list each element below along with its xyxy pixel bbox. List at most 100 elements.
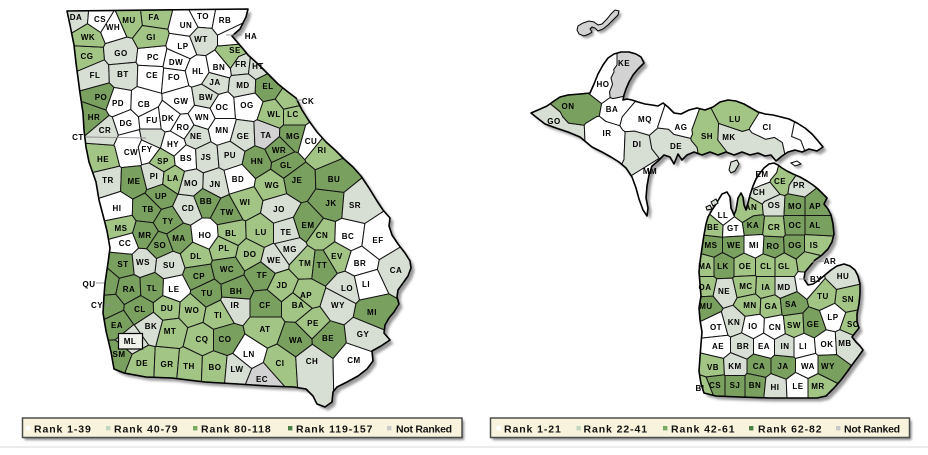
svg-text:ON: ON [562,102,575,111]
svg-text:BN: BN [749,381,762,390]
svg-text:LA: LA [167,174,179,183]
svg-text:DL: DL [190,252,202,261]
svg-text:CQ: CQ [196,335,209,344]
svg-text:VB: VB [707,363,719,372]
svg-text:MC: MC [739,282,752,291]
svg-text:FY: FY [141,145,152,154]
svg-text:OA: OA [699,283,712,292]
svg-text:MS: MS [115,224,128,233]
svg-text:BD: BD [232,175,245,184]
svg-text:WC: WC [220,265,234,274]
svg-text:RB: RB [219,16,232,25]
svg-text:CS: CS [709,381,721,390]
svg-text:RA: RA [123,285,136,294]
svg-text:GO: GO [114,49,127,58]
svg-text:JO: JO [273,205,285,214]
svg-text:HT: HT [252,62,264,71]
svg-text:BH: BH [230,287,243,296]
svg-text:EV: EV [331,252,343,261]
svg-text:PD: PD [112,99,124,108]
svg-text:PI: PI [150,172,159,181]
svg-text:MG: MG [286,132,300,141]
svg-text:MA: MA [172,234,185,243]
svg-text:CI: CI [276,359,285,368]
svg-text:KA: KA [747,221,760,230]
svg-text:CW: CW [124,148,138,157]
svg-text:HO: HO [597,80,610,89]
svg-text:RO: RO [177,123,190,132]
svg-text:TU: TU [201,289,213,298]
svg-text:BC: BC [342,232,355,241]
svg-text:PR: PR [793,181,805,190]
svg-text:FR: FR [235,60,247,69]
svg-text:LI: LI [362,280,370,289]
svg-text:EM: EM [756,170,769,179]
svg-text:TI: TI [214,311,222,320]
svg-text:DE: DE [136,359,148,368]
svg-text:BN: BN [213,63,226,72]
svg-text:WA: WA [801,362,815,371]
svg-text:GT: GT [727,224,739,233]
svg-text:CI: CI [763,123,772,132]
svg-text:DO: DO [244,250,257,259]
svg-text:CM: CM [347,356,360,365]
svg-text:WI: WI [240,198,251,207]
svg-text:AE: AE [712,342,724,351]
svg-text:BK: BK [145,322,158,331]
svg-text:WL: WL [267,110,280,119]
svg-text:CA: CA [753,362,766,371]
svg-text:TH: TH [183,362,195,371]
svg-text:CL: CL [760,262,772,271]
svg-text:GR: GR [161,360,174,369]
svg-text:TE: TE [280,228,291,237]
svg-text:CF: CF [259,301,271,310]
svg-text:NE: NE [718,287,730,296]
svg-text:TL: TL [147,284,158,293]
svg-text:OC: OC [216,103,229,112]
svg-text:OC: OC [789,221,802,230]
svg-text:MB: MB [838,339,851,348]
svg-text:EC: EC [256,375,268,384]
svg-text:SU: SU [163,261,175,270]
svg-text:LE: LE [792,382,803,391]
svg-text:Not Ranked: Not Ranked [396,424,452,436]
svg-text:IR: IR [603,129,612,138]
svg-text:HL: HL [192,67,204,76]
svg-text:WT: WT [194,35,207,44]
svg-text:CN: CN [769,323,782,332]
svg-text:LL: LL [718,211,729,220]
svg-text:MO: MO [184,179,198,188]
svg-text:SM: SM [113,350,126,359]
svg-text:EA: EA [758,342,770,351]
svg-text:CT: CT [72,133,84,142]
svg-text:LK: LK [717,262,729,271]
svg-text:UN: UN [180,21,193,30]
svg-text:OE: OE [739,262,752,271]
svg-text:CE: CE [146,71,158,80]
svg-text:BE: BE [322,334,334,343]
svg-text:OK: OK [821,340,834,349]
svg-text:LU: LU [729,115,741,124]
svg-text:GI: GI [146,33,155,42]
svg-text:AG: AG [675,123,688,132]
svg-text:IS: IS [810,241,819,250]
svg-text:GO: GO [547,117,560,126]
svg-text:BL: BL [225,229,237,238]
svg-text:JA: JA [777,362,788,371]
svg-text:WE: WE [727,241,741,250]
svg-text:ML: ML [124,337,137,346]
svg-text:Rank 80-118: Rank 80-118 [201,424,272,436]
svg-text:DE: DE [670,142,682,151]
svg-text:TT: TT [317,261,328,270]
svg-text:IR: IR [231,301,240,310]
svg-text:CY: CY [91,301,103,310]
svg-text:WY: WY [821,362,835,371]
svg-text:Rank 1-39: Rank 1-39 [34,424,92,436]
svg-text:HA: HA [245,32,258,41]
svg-text:HI: HI [771,383,780,392]
svg-text:JD: JD [276,281,287,290]
svg-text:HO: HO [199,231,212,240]
svg-text:KM: KM [728,362,741,371]
svg-text:LW: LW [231,365,244,374]
svg-text:GW: GW [174,97,189,106]
